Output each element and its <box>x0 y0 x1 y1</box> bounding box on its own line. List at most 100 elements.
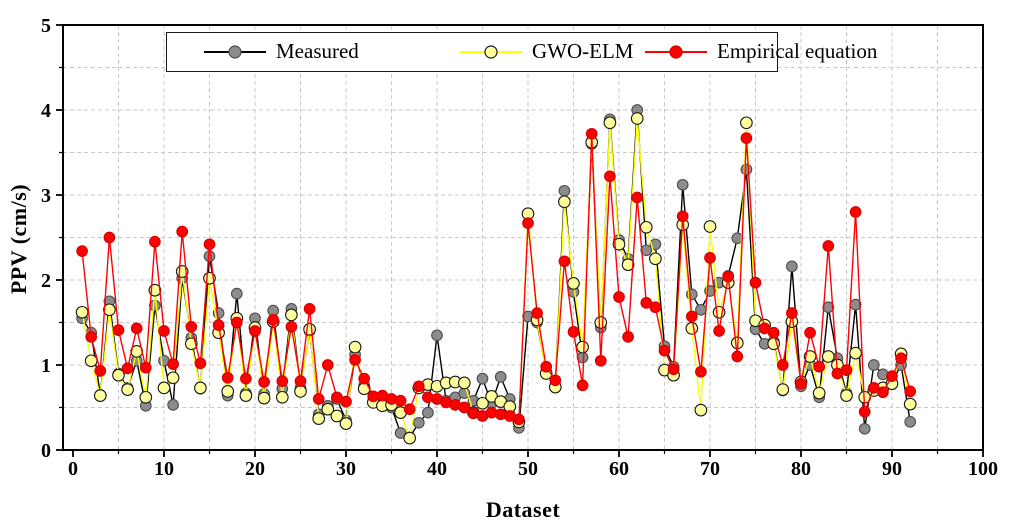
data-point-measured <box>640 244 653 257</box>
data-point-empirical-equation <box>667 363 680 376</box>
data-point-empirical-equation <box>258 376 270 388</box>
legend: Measured GWO-ELM Empirical equation <box>166 32 877 72</box>
y-tick-label: 2 <box>41 270 51 292</box>
data-point-empirical-equation <box>776 359 789 371</box>
data-point-empirical-equation <box>904 385 917 398</box>
data-point-gwo-elm <box>576 340 589 354</box>
data-point-empirical-equation <box>804 326 816 339</box>
data-point-empirical-equation <box>340 395 352 408</box>
data-point-measured <box>786 260 798 273</box>
data-point-empirical-equation <box>267 314 280 326</box>
x-tick-label: 80 <box>791 458 811 480</box>
data-point-gwo-elm <box>685 322 699 335</box>
data-point-gwo-elm <box>740 116 753 130</box>
data-point-empirical-equation <box>585 127 598 140</box>
data-point-gwo-elm <box>285 308 298 322</box>
data-point-gwo-elm <box>75 305 89 319</box>
data-point-gwo-elm <box>403 431 417 445</box>
data-point-gwo-elm <box>639 220 653 234</box>
data-point-empirical-equation <box>576 379 589 392</box>
data-point-empirical-equation <box>676 210 689 223</box>
data-point-empirical-equation <box>840 364 853 376</box>
data-point-empirical-equation <box>194 357 207 370</box>
data-point-empirical-equation <box>240 372 252 385</box>
legend-entry-measured: Measured <box>203 33 359 70</box>
data-point-empirical-equation <box>522 217 534 229</box>
data-point-empirical-equation <box>212 319 225 331</box>
x-tick-label: 30 <box>336 458 356 480</box>
data-point-measured <box>676 178 689 191</box>
data-point-empirical-equation <box>230 316 243 329</box>
legend-label-gwo-elm: GWO-ELM <box>532 39 634 63</box>
data-point-gwo-elm <box>103 303 116 317</box>
data-point-gwo-elm <box>703 220 717 233</box>
data-point-empirical-equation <box>176 225 189 238</box>
data-point-measured <box>167 399 179 411</box>
data-point-empirical-equation <box>567 326 580 338</box>
data-point-gwo-elm <box>112 368 125 382</box>
data-point-empirical-equation <box>877 386 889 399</box>
data-point-measured <box>230 287 243 300</box>
tick-labels: 0 10 20 30 40 50 60 70 80 90 100 0 1 2 3 4 5 <box>41 15 998 480</box>
axis-ticks <box>56 24 984 457</box>
data-point-empirical-equation <box>704 252 716 264</box>
x-tick-label: 0 <box>68 458 78 480</box>
data-point-empirical-equation <box>321 359 334 371</box>
x-tick-label: 60 <box>609 458 629 480</box>
data-point-gwo-elm <box>139 390 153 404</box>
data-point-empirical-equation <box>731 350 744 363</box>
y-tick-label: 4 <box>41 100 51 122</box>
y-tick-label: 5 <box>41 15 51 37</box>
x-tick-label: 40 <box>427 458 447 480</box>
data-point-measured <box>476 372 489 385</box>
data-point-measured <box>412 416 425 429</box>
data-point-empirical-equation <box>858 405 871 418</box>
data-point-gwo-elm <box>93 389 107 402</box>
data-point-empirical-equation <box>121 362 134 375</box>
data-point-gwo-elm <box>694 403 708 417</box>
data-point-gwo-elm <box>603 116 617 130</box>
data-point-empirical-equation <box>358 372 371 385</box>
data-point-gwo-elm <box>812 386 826 400</box>
data-point-empirical-equation <box>130 322 143 335</box>
data-point-gwo-elm <box>194 381 207 395</box>
data-point-empirical-equation <box>740 132 753 144</box>
data-point-empirical-equation <box>722 270 735 283</box>
data-point-empirical-equation <box>185 320 198 333</box>
data-point-gwo-elm <box>257 391 271 405</box>
x-tick-label: 20 <box>245 458 265 480</box>
data-point-empirical-equation <box>249 325 261 337</box>
series-empirical-equation <box>76 127 917 426</box>
data-point-gwo-elm <box>821 350 835 363</box>
data-point-gwo-elm <box>330 409 344 423</box>
data-point-gwo-elm <box>649 252 662 266</box>
data-point-empirical-equation <box>849 206 862 218</box>
data-point-measured <box>422 406 434 419</box>
data-point-empirical-equation <box>594 354 607 367</box>
data-point-empirical-equation <box>294 375 307 387</box>
data-point-empirical-equation <box>103 231 116 244</box>
data-point-measured <box>695 303 707 316</box>
data-point-gwo-elm <box>321 402 335 416</box>
data-point-empirical-equation <box>822 240 835 252</box>
legend-label-measured: Measured <box>276 39 359 63</box>
data-point-gwo-elm <box>621 258 635 272</box>
data-point-empirical-equation <box>558 255 571 268</box>
data-point-empirical-equation <box>158 325 170 337</box>
data-point-empirical-equation <box>895 352 907 365</box>
data-point-gwo-elm <box>594 316 608 329</box>
y-tick-label: 1 <box>41 355 51 377</box>
data-point-gwo-elm <box>166 371 180 385</box>
data-point-empirical-equation <box>685 310 698 323</box>
x-tick-label: 70 <box>700 458 720 480</box>
data-point-empirical-equation <box>813 360 826 373</box>
data-point-empirical-equation <box>622 331 634 343</box>
data-point-empirical-equation <box>312 393 325 405</box>
empirical-equation-line-marker-icon <box>645 44 707 59</box>
data-point-measured <box>867 359 880 371</box>
data-point-gwo-elm <box>776 383 790 396</box>
measured-line-marker-icon <box>204 44 266 59</box>
data-point-gwo-elm <box>840 389 853 402</box>
data-point-empirical-equation <box>76 245 88 257</box>
